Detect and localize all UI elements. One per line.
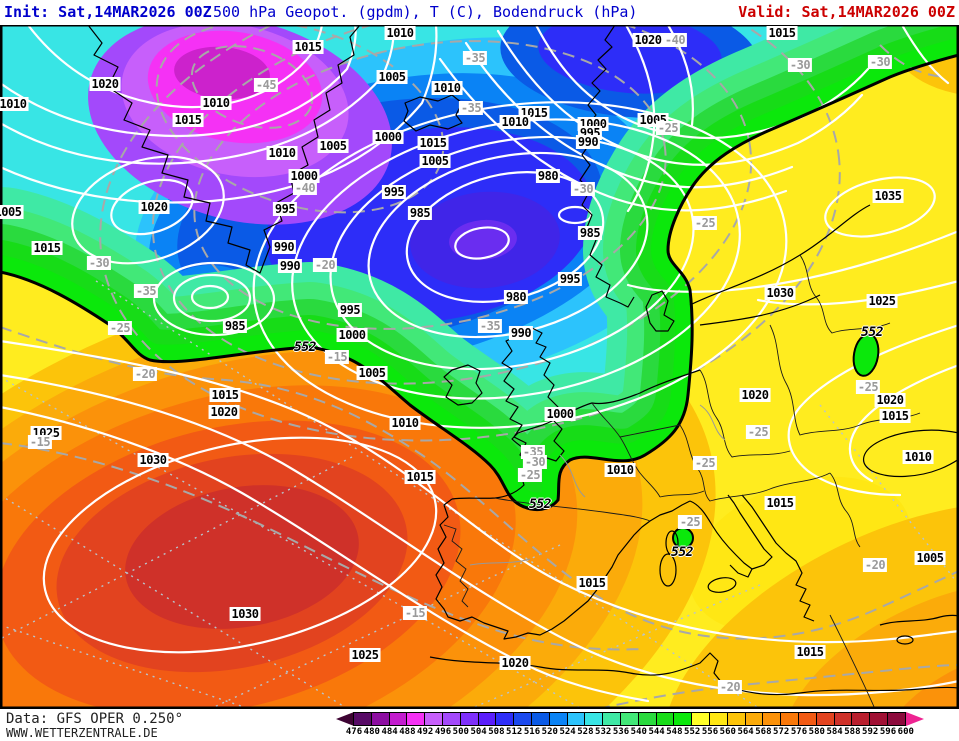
weather-map [0, 25, 959, 709]
colorbar-value: 588 [844, 727, 861, 737]
colorbar-value: 524 [559, 727, 576, 737]
colorbar-value: 512 [506, 727, 523, 737]
geopotential-colorbar: 476 480 484 488 492 496 500 504 508 512 516 520 524 5… [336, 712, 958, 740]
colorbar-value: 492 [417, 727, 434, 737]
colorbar-swatch [406, 712, 426, 726]
colorbar-value: 600 [897, 727, 914, 737]
colorbar-swatch [584, 712, 604, 726]
valid-datetime: Valid: Sat,14MAR2026 00Z [738, 3, 955, 21]
colorbar-swatch [762, 712, 782, 726]
colorbar-value: 544 [648, 727, 665, 737]
coastlines [87, 25, 959, 696]
country-borders [443, 254, 921, 709]
colorbar-values: 476 480 484 488 492 496 500 504 508 512 516 520 524 5… [336, 727, 958, 739]
colorbar-value: 536 [612, 727, 630, 737]
colorbar-swatch [530, 712, 550, 726]
colorbar-swatch [388, 712, 408, 726]
colorbar-swatch [459, 712, 479, 726]
colorbar-swatch [851, 712, 871, 726]
colorbar-value: 516 [523, 727, 541, 737]
colorbar-swatch [886, 712, 906, 726]
colorbar-value: 484 [381, 727, 398, 737]
colorbar-swatch [495, 712, 515, 726]
colorbar-swatch [744, 712, 764, 726]
colorbar-swatch [637, 712, 657, 726]
colorbar-value: 496 [434, 727, 452, 737]
colorbar-underflow-arrow [336, 712, 354, 726]
colorbar-value: 580 [808, 727, 825, 737]
colorbar-swatches [336, 712, 924, 726]
map-footer: Data: GFS OPER 0.250° WWW.WETTERZENTRALE… [0, 709, 959, 741]
data-source-label: Data: GFS OPER 0.250° [6, 711, 184, 727]
minor-borders [469, 404, 726, 566]
colorbar-swatch [566, 712, 586, 726]
colorbar-value: 564 [737, 727, 754, 737]
colorbar-value: 480 [363, 727, 380, 737]
colorbar-value: 572 [773, 727, 790, 737]
geopotential-552-contour [0, 53, 959, 549]
colorbar-swatch [833, 712, 853, 726]
colorbar-swatch [602, 712, 621, 726]
colorbar-swatch [477, 712, 497, 726]
colorbar-value: 552 [684, 727, 701, 737]
page-title: 500 hPa Geopot. (gpdm), T (C), Bodendruc… [213, 3, 638, 21]
colorbar-swatch [691, 712, 710, 726]
colorbar-value: 488 [399, 727, 416, 737]
colorbar-swatch [548, 712, 568, 726]
colorbar-value: 592 [862, 727, 879, 737]
colorbar-swatch [708, 712, 728, 726]
colorbar-swatch [726, 712, 746, 726]
map-border [0, 25, 959, 709]
colorbar-swatch [673, 712, 693, 726]
colorbar-value: 540 [630, 727, 647, 737]
colorbar-swatch [655, 712, 675, 726]
colorbar-value: 596 [879, 727, 897, 737]
colorbar-value: 508 [488, 727, 505, 737]
website-label: WWW.WETTERZENTRALE.DE [6, 726, 158, 740]
colorbar-swatch [619, 712, 639, 726]
colorbar-swatch [353, 712, 372, 726]
colorbar-value: 504 [470, 727, 487, 737]
colorbar-value: 556 [701, 727, 719, 737]
colorbar-swatch [815, 712, 835, 726]
colorbar-swatch [780, 712, 799, 726]
colorbar-value: 568 [755, 727, 772, 737]
colorbar-swatch [441, 712, 461, 726]
colorbar-value: 576 [790, 727, 808, 737]
colorbar-swatch [513, 712, 532, 726]
colorbar-value: 500 [452, 727, 469, 737]
map-header: Init: Sat,14MAR2026 00Z 500 hPa Geopot. … [0, 0, 959, 25]
colorbar-value: 560 [719, 727, 736, 737]
colorbar-swatch [869, 712, 888, 726]
colorbar-swatch [424, 712, 443, 726]
colorbar-value: 584 [826, 727, 843, 737]
weather-map-canvas [0, 25, 959, 709]
colorbar-value: 532 [595, 727, 612, 737]
colorbar-value: 528 [577, 727, 594, 737]
colorbar-overflow-arrow [905, 712, 924, 726]
colorbar-value: 476 [345, 727, 363, 737]
colorbar-value: 520 [541, 727, 558, 737]
init-datetime: Init: Sat,14MAR2026 00Z [4, 3, 212, 21]
colorbar-swatch [370, 712, 390, 726]
colorbar-swatch [797, 712, 817, 726]
colorbar-value: 548 [666, 727, 683, 737]
